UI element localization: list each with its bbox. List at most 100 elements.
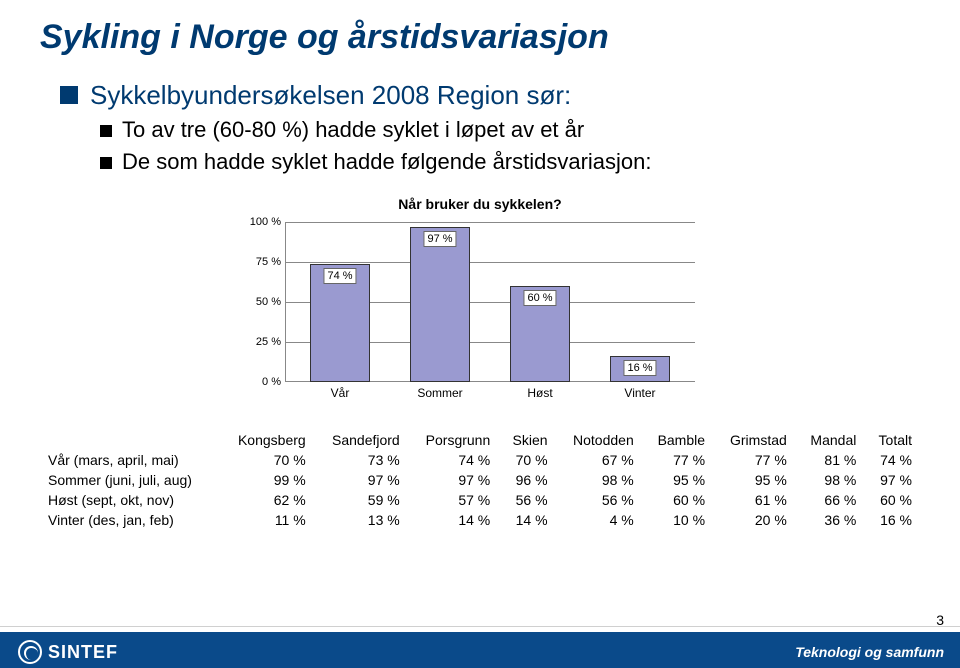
table: KongsbergSandefjordPorsgrunnSkienNotodde… (40, 430, 920, 530)
chart-ytick-label: 0 % (237, 376, 285, 388)
chart-bar-value-label: 16 % (623, 360, 656, 376)
table-row-header: Sommer (juni, juli, aug) (40, 470, 220, 490)
table-cell: 10 % (642, 510, 713, 530)
table-cell: 98 % (795, 470, 865, 490)
chart-bar: 97 % (410, 227, 470, 382)
table-column-header: Kongsberg (220, 430, 314, 450)
table-body: Vår (mars, april, mai)70 %73 %74 %70 %67… (40, 450, 920, 530)
table-cell: 70 % (498, 450, 555, 470)
table-cell: 67 % (556, 450, 642, 470)
table-row-header: Vår (mars, april, mai) (40, 450, 220, 470)
table-column-header: Grimstad (713, 430, 795, 450)
bullet-sub-2: De som hadde syklet hadde følgende årsti… (100, 149, 900, 175)
table-cell: 66 % (795, 490, 865, 510)
bullet-sub-text: To av tre (60-80 %) hadde syklet i løpet… (122, 117, 584, 143)
chart-xtick-label: Høst (510, 386, 570, 400)
chart-bar-value-label: 97 % (423, 231, 456, 247)
table-row: Høst (sept, okt, nov)62 %59 %57 %56 %56 … (40, 490, 920, 510)
table-cell: 97 % (864, 470, 920, 490)
table-cell: 60 % (864, 490, 920, 510)
chart-bar-slot: 97 %Sommer (410, 222, 470, 382)
brand-logo: SINTEF (18, 640, 118, 664)
bullet-square-icon (60, 86, 78, 104)
table-cell: 96 % (498, 470, 555, 490)
table-column-header: Porsgrunn (408, 430, 499, 450)
table-column-header: Bamble (642, 430, 713, 450)
slide: Sykling i Norge og årstidsvariasjon Sykk… (0, 0, 960, 668)
table-cell: 73 % (314, 450, 408, 470)
bullet-sub-square-icon (100, 157, 112, 169)
bullet-main-text: Sykkelbyundersøkelsen 2008 Region sør: (90, 80, 571, 111)
table-cell: 62 % (220, 490, 314, 510)
chart-ytick-label: 75 % (237, 256, 285, 268)
chart-ytick-label: 25 % (237, 336, 285, 348)
table-row: Vinter (des, jan, feb)11 %13 %14 %14 %4 … (40, 510, 920, 530)
table-cell: 14 % (498, 510, 555, 530)
table-cell: 97 % (314, 470, 408, 490)
logo-icon (18, 640, 42, 664)
table-cell: 4 % (556, 510, 642, 530)
table-cell: 16 % (864, 510, 920, 530)
chart-area: 0 %25 %50 %75 %100 %74 %Vår97 %Sommer60 … (235, 222, 725, 402)
table-cell: 20 % (713, 510, 795, 530)
chart-bar-slot: 16 %Vinter (610, 222, 670, 382)
chart-xtick-label: Vår (310, 386, 370, 400)
table-cell: 74 % (408, 450, 499, 470)
table-cell: 74 % (864, 450, 920, 470)
table-cell: 99 % (220, 470, 314, 490)
chart-ytick-label: 100 % (237, 216, 285, 228)
chart-title: Når bruker du sykkelen? (235, 196, 725, 212)
table-cell: 56 % (556, 490, 642, 510)
chart-xtick-label: Vinter (610, 386, 670, 400)
chart-bar: 16 % (610, 356, 670, 382)
bullet-list: Sykkelbyundersøkelsen 2008 Region sør: T… (60, 80, 900, 175)
table-column-header: Skien (498, 430, 555, 450)
bullet-sub-text: De som hadde syklet hadde følgende årsti… (122, 149, 652, 175)
table-cell: 77 % (642, 450, 713, 470)
table-cell: 11 % (220, 510, 314, 530)
table-column-header: Totalt (864, 430, 920, 450)
table-column-header: Notodden (556, 430, 642, 450)
chart-bar-slot: 60 %Høst (510, 222, 570, 382)
table-cell: 61 % (713, 490, 795, 510)
data-table: KongsbergSandefjordPorsgrunnSkienNotodde… (40, 430, 920, 530)
table-cell: 95 % (642, 470, 713, 490)
table-cell: 77 % (713, 450, 795, 470)
table-cell: 98 % (556, 470, 642, 490)
chart-ytick-label: 50 % (237, 296, 285, 308)
table-cell: 14 % (408, 510, 499, 530)
table-header-row: KongsbergSandefjordPorsgrunnSkienNotodde… (40, 430, 920, 450)
table-cell: 57 % (408, 490, 499, 510)
table-cell: 13 % (314, 510, 408, 530)
bullet-sub-1: To av tre (60-80 %) hadde syklet i løpet… (100, 117, 900, 143)
table-row-header: Vinter (des, jan, feb) (40, 510, 220, 530)
brand-name: SINTEF (48, 642, 118, 663)
table-cell: 59 % (314, 490, 408, 510)
table-corner (40, 430, 220, 450)
footer-bar: SINTEF Teknologi og samfunn (0, 632, 960, 668)
table-cell: 97 % (408, 470, 499, 490)
table-cell: 56 % (498, 490, 555, 510)
page-title: Sykling i Norge og årstidsvariasjon (40, 18, 609, 57)
chart-bar: 74 % (310, 264, 370, 382)
chart-xtick-label: Sommer (410, 386, 470, 400)
table-cell: 81 % (795, 450, 865, 470)
bullet-sub-square-icon (100, 125, 112, 137)
chart-bar: 60 % (510, 286, 570, 382)
bullet-main: Sykkelbyundersøkelsen 2008 Region sør: (60, 80, 900, 111)
table-row: Vår (mars, april, mai)70 %73 %74 %70 %67… (40, 450, 920, 470)
table-cell: 95 % (713, 470, 795, 490)
chart-bar-value-label: 74 % (323, 268, 356, 284)
table-cell: 70 % (220, 450, 314, 470)
table-cell: 36 % (795, 510, 865, 530)
chart-bar-value-label: 60 % (523, 290, 556, 306)
chart-plot: 0 %25 %50 %75 %100 %74 %Vår97 %Sommer60 … (285, 222, 695, 382)
chart-bar-slot: 74 %Vår (310, 222, 370, 382)
bar-chart: Når bruker du sykkelen? 0 % 25 % 50 % 75 % 1… (235, 196, 725, 402)
table-column-header: Mandal (795, 430, 865, 450)
table-row-header: Høst (sept, okt, nov) (40, 490, 220, 510)
footer: SINTEF Teknologi og samfunn (0, 626, 960, 668)
table-cell: 60 % (642, 490, 713, 510)
table-column-header: Sandefjord (314, 430, 408, 450)
footer-tagline: Teknologi og samfunn (795, 644, 944, 660)
